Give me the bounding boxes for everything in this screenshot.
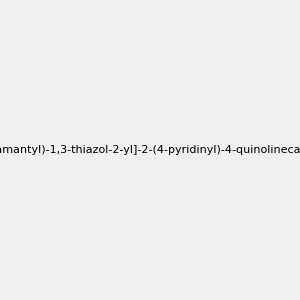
Text: N-[4-(1-adamantyl)-1,3-thiazol-2-yl]-2-(4-pyridinyl)-4-quinolinecarboxamide: N-[4-(1-adamantyl)-1,3-thiazol-2-yl]-2-(… — [0, 145, 300, 155]
